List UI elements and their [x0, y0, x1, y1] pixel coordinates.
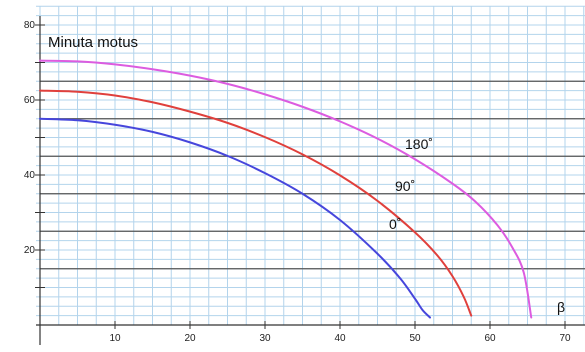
- series-180-deg-line: [39, 59, 533, 319]
- x-axis-label: β: [557, 299, 565, 315]
- chart-labels: Minuta motus β 180˚ 90˚ 0˚: [48, 34, 565, 315]
- x-tick-label: 50: [409, 333, 421, 344]
- annotation-180: 180˚: [405, 136, 433, 152]
- y-tick-label: 20: [24, 245, 36, 256]
- x-tick-label: 60: [484, 333, 496, 344]
- x-tick-label: 70: [559, 333, 571, 344]
- x-tick-label: 10: [109, 333, 121, 344]
- series-lines: [39, 59, 533, 319]
- horizontal-lines: [40, 80, 585, 270]
- series-90-deg-line: [39, 89, 473, 317]
- series-0-deg-line: [39, 117, 431, 319]
- y-tick-label: 80: [24, 20, 36, 31]
- chart-title: Minuta motus: [48, 34, 138, 51]
- x-tick-label: 20: [184, 333, 196, 344]
- y-tick-label: 60: [24, 95, 36, 106]
- axes: 10 20 30 40 50 60 70 20 40 60 80: [24, 16, 585, 345]
- x-tick-label: 40: [334, 333, 346, 344]
- annotation-90: 90˚: [395, 178, 415, 194]
- x-tick-label: 30: [259, 333, 271, 344]
- y-tick-label: 40: [24, 170, 36, 181]
- grid: [36, 5, 585, 326]
- annotation-0: 0˚: [389, 216, 401, 232]
